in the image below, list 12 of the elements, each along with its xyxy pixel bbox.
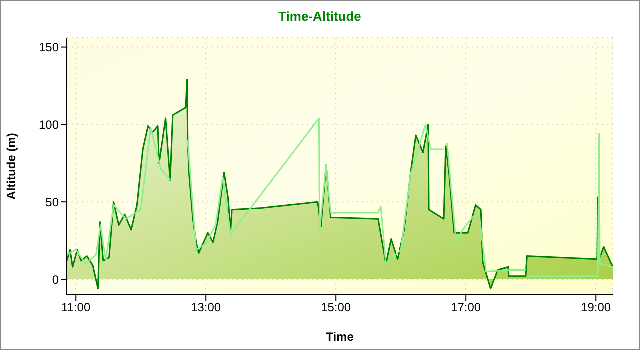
y-tick-label: 50: [46, 195, 60, 210]
y-axis-title: Altitude (m): [4, 133, 18, 200]
y-tick-label: 100: [38, 118, 60, 132]
x-tick-label: 15:00: [321, 300, 352, 315]
x-tick-label: 11:00: [62, 300, 91, 315]
y-tick-label: 0: [52, 272, 60, 287]
y-tick-label: 150: [38, 40, 60, 55]
chart-title: Time-Altitude: [278, 9, 362, 24]
x-tick-label: 13:00: [191, 300, 222, 315]
x-axis-title: Time: [326, 330, 354, 344]
x-tick-label: 19:00: [581, 300, 612, 315]
x-tick-label: 17:00: [451, 300, 482, 315]
